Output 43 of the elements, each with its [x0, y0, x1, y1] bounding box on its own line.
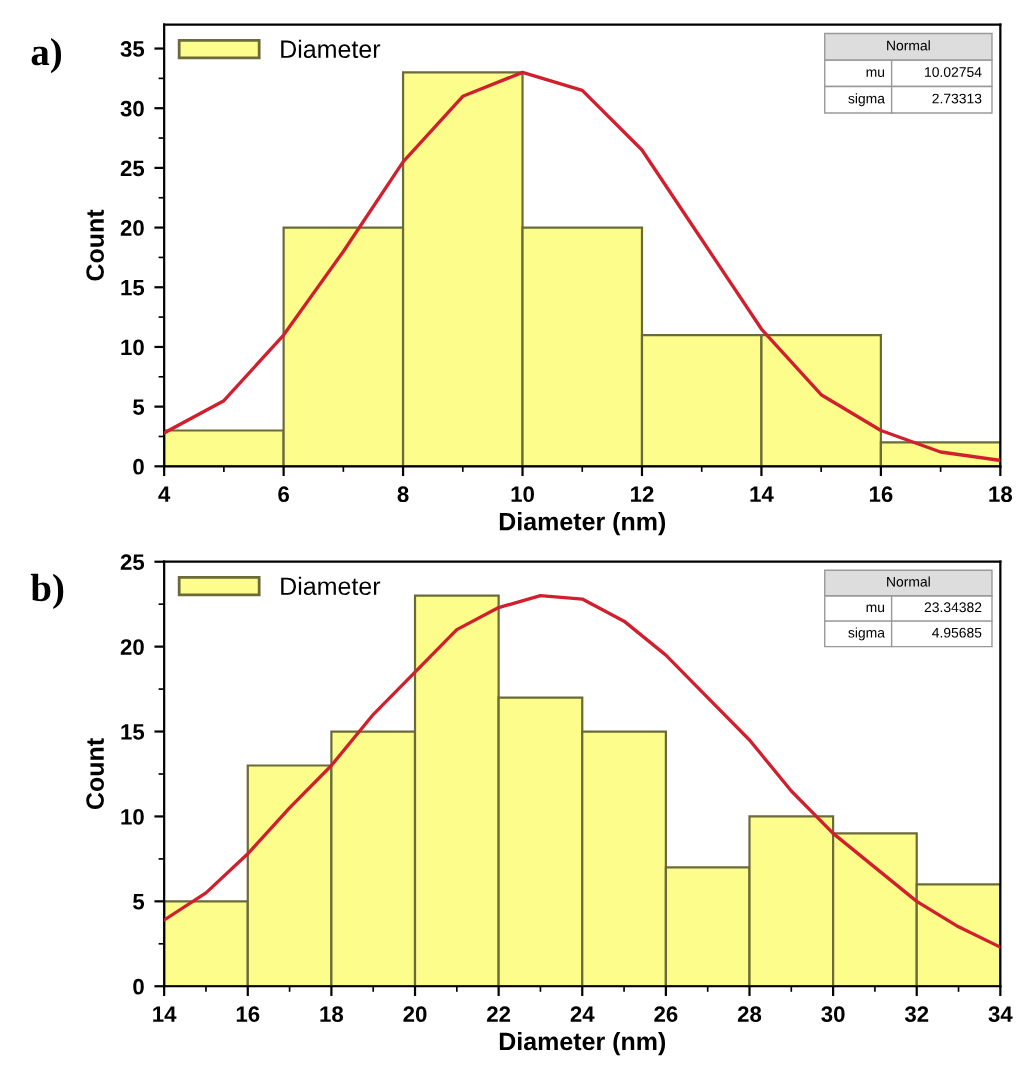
chart-title: b) [30, 573, 64, 610]
y-tick-label: 0 [133, 458, 144, 475]
y-tick-label: 35 [120, 41, 145, 57]
x-tick-label: 16 [236, 1006, 260, 1023]
x-tick-label: 20 [403, 1006, 427, 1023]
y-tick-label: 15 [121, 280, 145, 296]
x-tick-label: 8 [397, 486, 409, 503]
x-axis-title: Diameter (nm) [499, 512, 666, 536]
x-tick-label: 12 [631, 486, 654, 502]
y-axis-title: Count [86, 738, 104, 810]
y-tick-label: 20 [120, 639, 144, 655]
y-tick-label: 5 [133, 399, 145, 415]
x-tick-label: 16 [869, 486, 893, 503]
x-tick-label: 14 [750, 486, 774, 502]
x-axis-title: Diameter (nm) [499, 1031, 666, 1056]
x-tick-label: 34 [988, 1006, 1013, 1023]
x-tick-label: 24 [570, 1006, 595, 1022]
x-tick-label: 26 [654, 1006, 678, 1023]
x-tick-label: 14 [153, 1006, 177, 1022]
y-tick-label: 5 [133, 894, 145, 910]
x-tick-label: 18 [320, 1006, 344, 1023]
legend-label: Diameter [281, 576, 381, 596]
y-axis-title: Count [86, 209, 104, 281]
x-tick-label: 28 [737, 1006, 762, 1023]
y-tick-label: 10 [121, 808, 144, 825]
x-tick-label: 22 [487, 1006, 511, 1022]
chart-title: a) [31, 37, 62, 74]
y-tick-label: 10 [121, 339, 144, 356]
y-tick-label: 20 [120, 220, 144, 236]
x-tick-label: 32 [904, 1006, 929, 1023]
line-series [164, 594, 1001, 949]
y-tick-label: 15 [121, 724, 145, 740]
y-tick-label: 25 [120, 554, 145, 570]
x-tick-label: 4 [158, 486, 171, 502]
legend-label: Diameter [281, 39, 381, 59]
x-tick-label: 10 [511, 486, 534, 503]
x-tick-label: 6 [278, 486, 289, 503]
y-tick-label: 0 [133, 978, 144, 995]
x-tick-label: 18 [989, 486, 1013, 503]
y-tick-label: 30 [120, 100, 144, 117]
y-tick-label: 25 [120, 160, 145, 177]
x-tick-label: 30 [821, 1006, 845, 1023]
line-series [164, 70, 1001, 463]
